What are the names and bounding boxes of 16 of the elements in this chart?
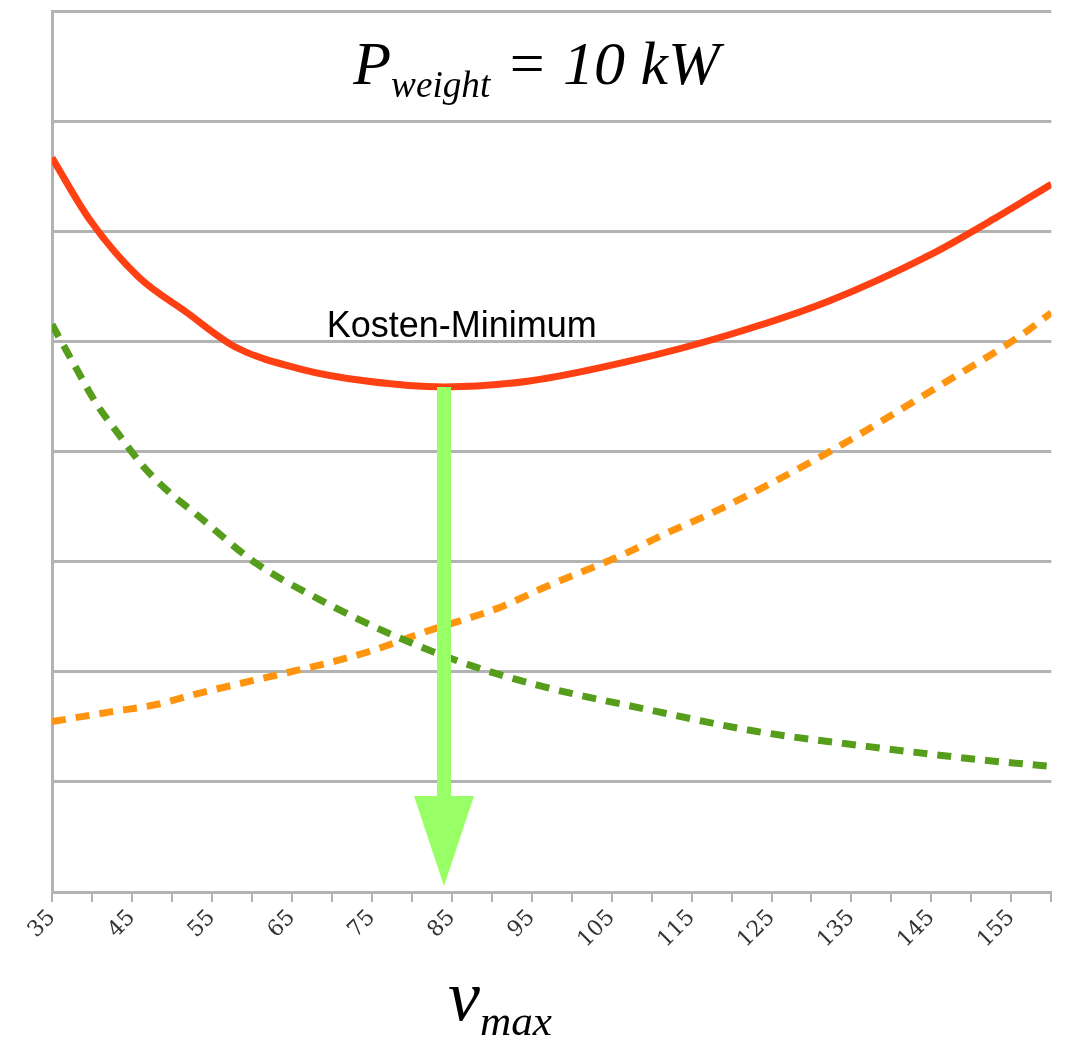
x-tick-label: 135 (811, 904, 860, 952)
x-tick-label: 145 (891, 904, 939, 952)
x-tick-label: 45 (102, 904, 140, 942)
annotation: Kosten-Minimum (326, 303, 597, 345)
x-tick-label: 65 (261, 904, 300, 942)
x-tick-label: 155 (971, 904, 1019, 952)
x-axis-title: v$_{max}$ (447, 956, 553, 1045)
x-tick-label: 125 (731, 904, 780, 952)
x-tick-label: 115 (651, 904, 700, 952)
x-tick-label: 105 (571, 904, 620, 952)
x-tick-label: 55 (182, 904, 220, 942)
x-tick-label: 85 (421, 904, 460, 942)
x-tick-label: 75 (341, 904, 380, 942)
x-tick-label: 95 (501, 904, 540, 942)
chart-title: P$_{weight}$ = 10 kW (352, 28, 726, 107)
x-tick-label: 35 (22, 904, 60, 942)
